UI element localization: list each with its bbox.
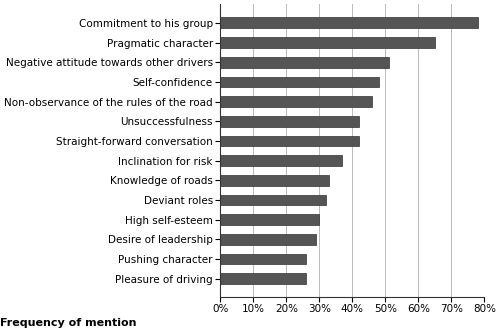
Bar <box>220 116 359 127</box>
Bar <box>220 96 372 107</box>
Bar <box>220 273 306 284</box>
Bar <box>220 37 435 48</box>
Bar <box>220 175 330 186</box>
Bar <box>220 155 342 166</box>
Bar <box>220 135 359 146</box>
Bar <box>220 234 316 245</box>
Bar <box>220 57 388 68</box>
Bar <box>220 254 306 264</box>
Bar <box>220 18 478 28</box>
Bar <box>220 214 320 225</box>
Bar <box>220 195 326 205</box>
Text: Frequency of mention: Frequency of mention <box>0 318 136 328</box>
Bar <box>220 76 379 87</box>
